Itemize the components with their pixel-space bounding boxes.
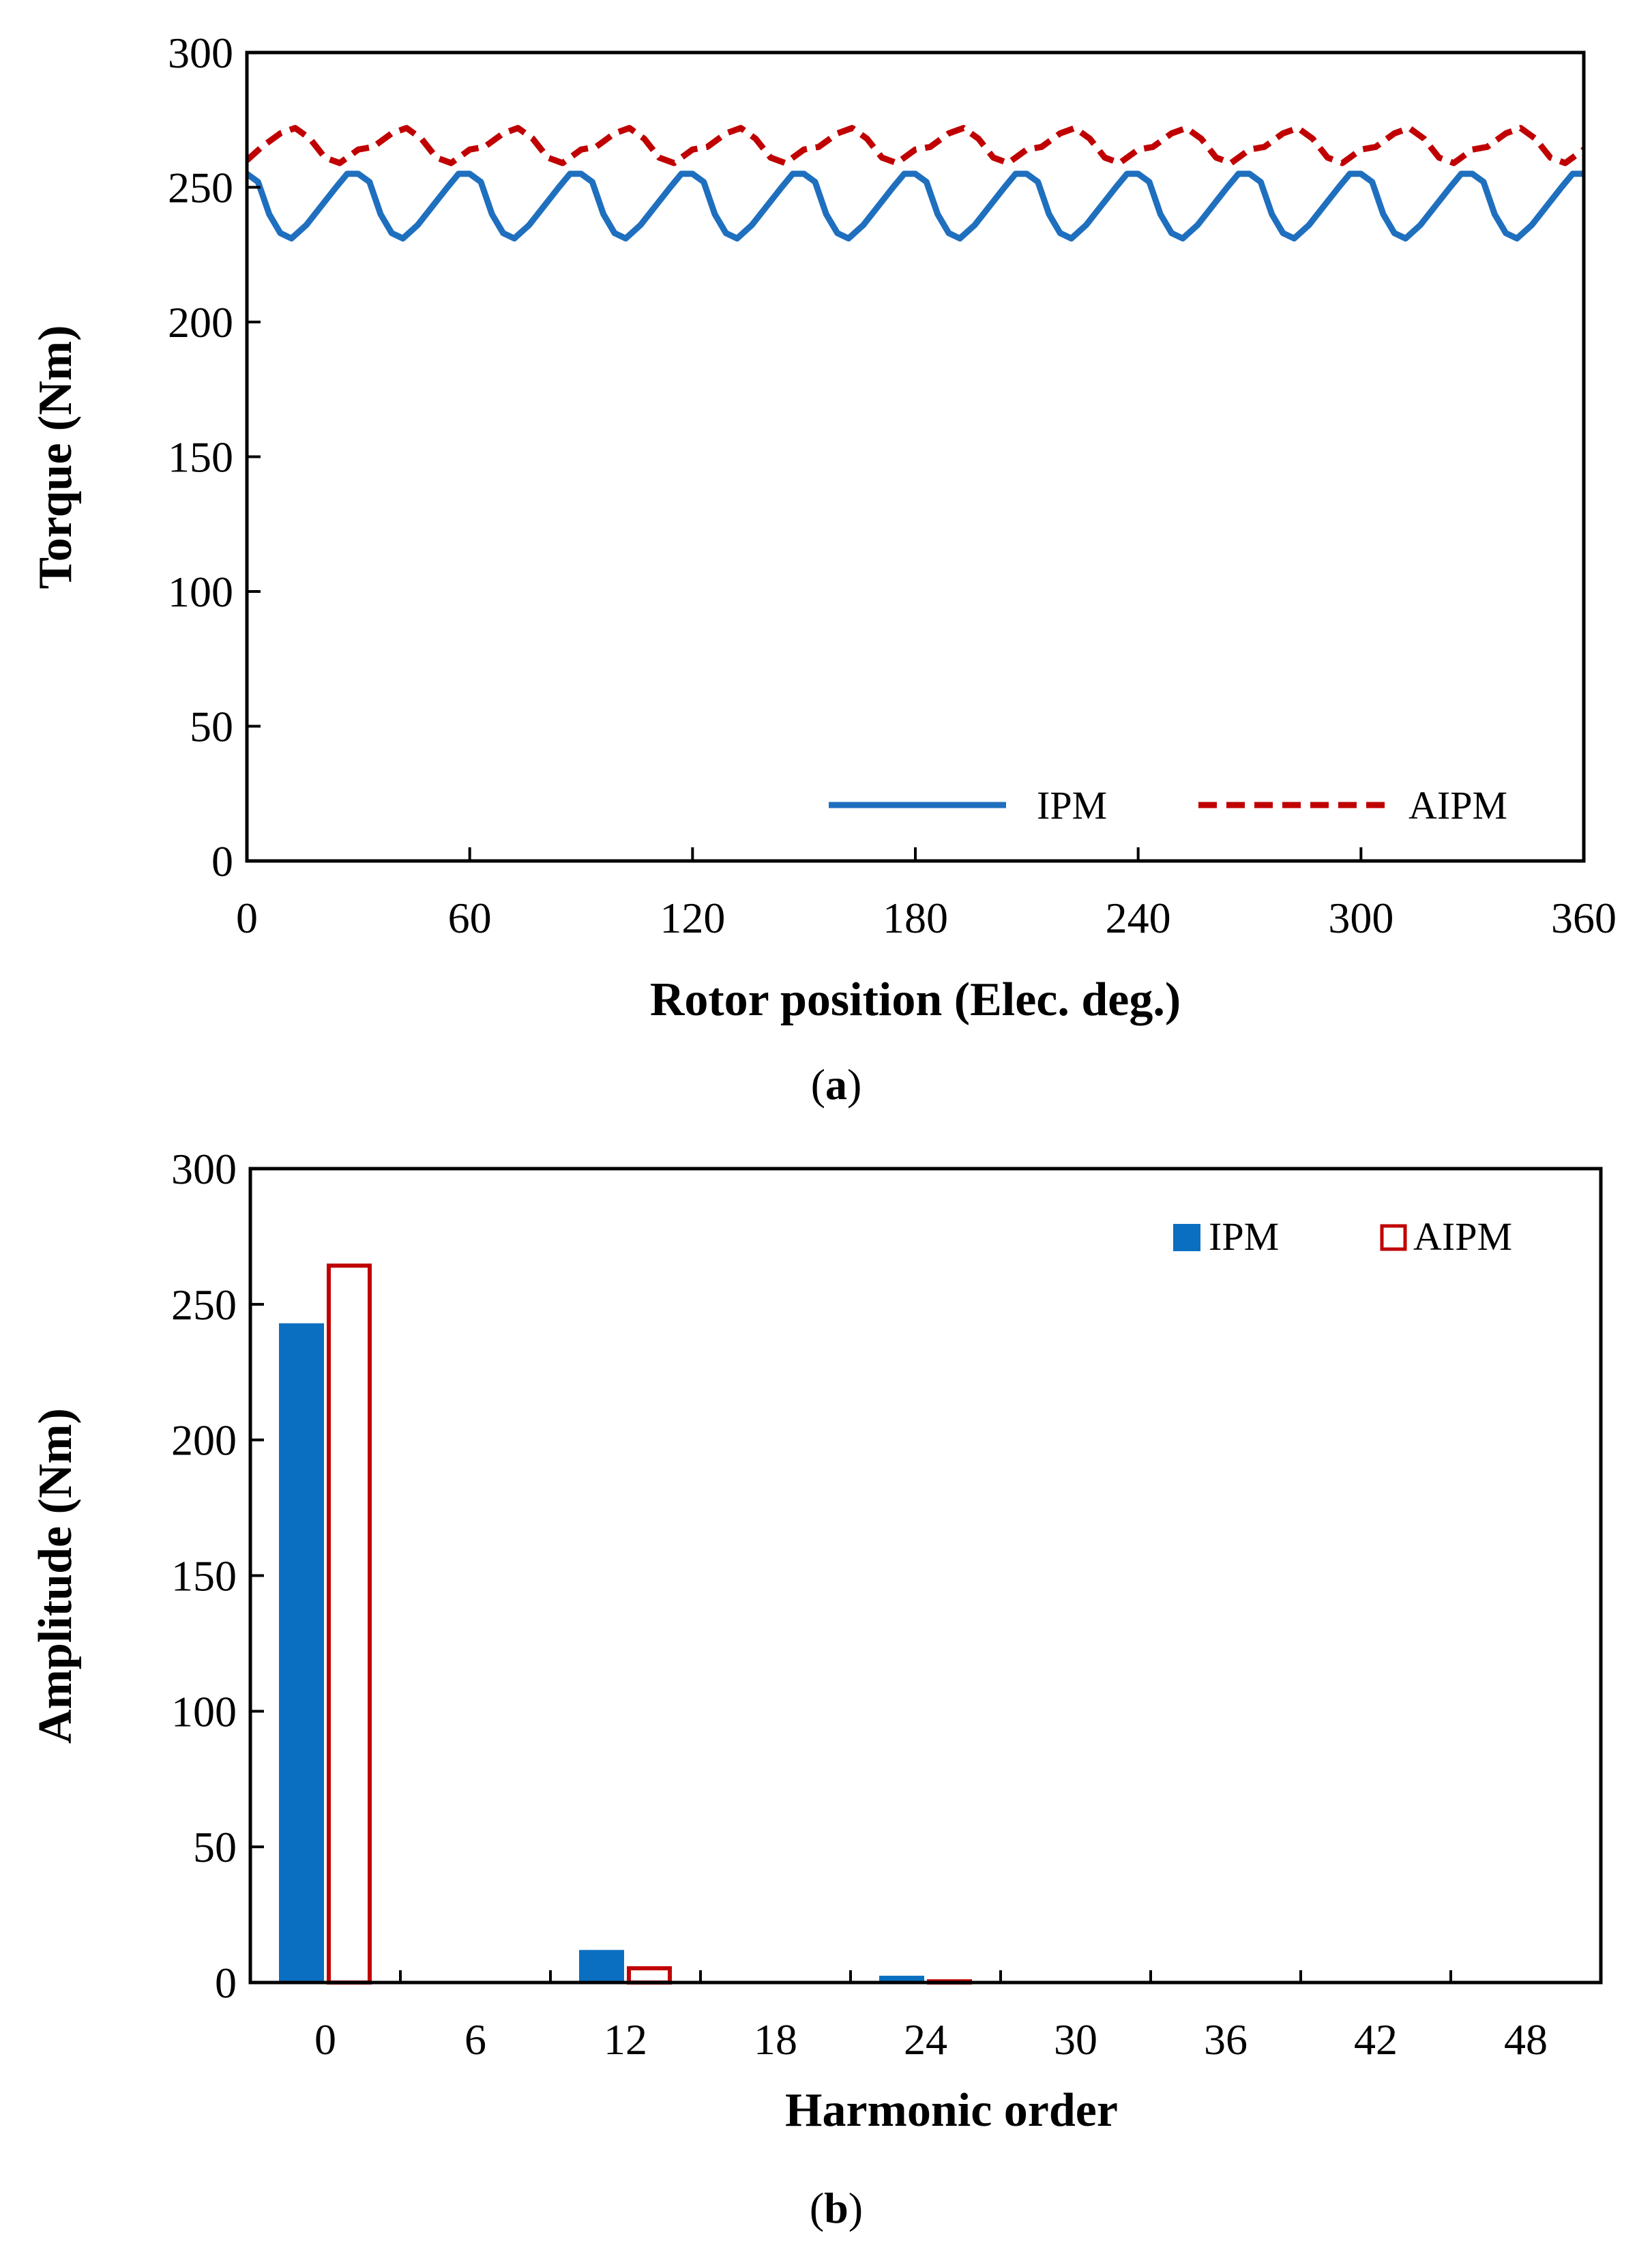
y-axis-ticks: 0 50 100 150 200 250 300 [168,29,261,886]
y-tick-label: 100 [168,568,233,616]
x-tick-label: 120 [660,894,725,942]
legend-swatch-ipm [1173,1224,1200,1251]
x-axis-ticks: 0 60 120 180 240 300 360 [236,847,1617,942]
caption-b-close: ) [849,2184,863,2232]
torque-chart: 0 50 100 150 200 250 300 0 60 120 180 240 300 360 Ro… [29,29,1617,1109]
y-tick-label: 250 [171,1281,237,1329]
y-axis-title: Amplitude (Nm) [29,1408,82,1744]
bar-ipm-h12 [579,1950,624,1983]
harmonic-bars [279,1263,1524,1985]
x-tick-label: 48 [1504,2015,1548,2064]
y-tick-label: 50 [190,703,233,751]
y-tick-label: 150 [171,1552,237,1600]
legend-label-ipm: IPM [1037,783,1107,828]
plot-frame [248,1167,1603,1985]
x-axis-ticks: 0 6 12 18 24 30 36 42 48 [314,1970,1548,2064]
x-tick-label: 36 [1204,2015,1248,2064]
y-tick-label: 50 [193,1823,237,1871]
caption-a: (a) [811,1060,862,1109]
caption-a-close: ) [847,1060,861,1109]
torque-series-lines [244,125,1586,242]
series-line-ipm [245,171,1584,242]
x-tick-label: 6 [464,2015,486,2064]
caption-b-letter: b [824,2184,849,2232]
x-tick-label: 24 [904,2015,947,2064]
x-tick-label: 300 [1328,894,1393,942]
y-tick-label: 0 [215,1959,237,2007]
caption-a-open: ( [811,1060,825,1109]
bar-ipm-h24 [879,1976,924,1983]
x-tick-label: 180 [883,894,948,942]
y-tick-label: 150 [168,433,233,482]
x-axis-title: Harmonic order [785,2084,1118,2137]
x-tick-label: 18 [754,2015,797,2064]
legend: IPM AIPM [829,783,1507,828]
y-tick-label: 300 [171,1145,237,1193]
x-tick-label: 240 [1106,894,1171,942]
caption-b: (b) [810,2184,863,2232]
x-tick-label: 360 [1551,894,1617,942]
y-tick-label: 300 [168,29,233,77]
bar-aipm-h12 [627,1966,672,1985]
bar-ipm-h0 [279,1323,324,1983]
y-tick-label: 0 [211,837,233,886]
x-tick-label: 42 [1354,2015,1398,2064]
x-tick-label: 12 [604,2015,647,2064]
x-tick-label: 0 [236,894,258,942]
x-tick-label: 0 [314,2015,336,2064]
bar-aipm-h0 [327,1263,372,1985]
legend-swatch-aipm [1380,1224,1407,1251]
series-line-aipm [244,125,1586,166]
legend-label-aipm: AIPM [1413,1214,1512,1259]
y-tick-label: 250 [168,164,233,212]
x-tick-label: 60 [448,894,492,942]
y-axis-title: Torque (Nm) [29,325,82,589]
legend: IPM AIPM [1173,1214,1512,1259]
legend-label-ipm: IPM [1209,1214,1279,1259]
caption-b-open: ( [810,2184,824,2232]
x-axis-title: Rotor position (Elec. deg.) [650,974,1181,1026]
y-tick-label: 100 [171,1687,237,1736]
x-tick-label: 30 [1054,2015,1097,2064]
harmonic-chart: 0 50 100 150 200 250 300 0 6 12 18 24 30 36 42 48 Harm… [29,1145,1603,2232]
caption-a-letter: a [825,1060,847,1109]
y-tick-label: 200 [171,1416,237,1465]
y-axis-ticks: 0 50 100 150 200 250 300 [171,1145,264,2007]
y-tick-label: 200 [168,298,233,347]
legend-label-aipm: AIPM [1408,783,1507,828]
